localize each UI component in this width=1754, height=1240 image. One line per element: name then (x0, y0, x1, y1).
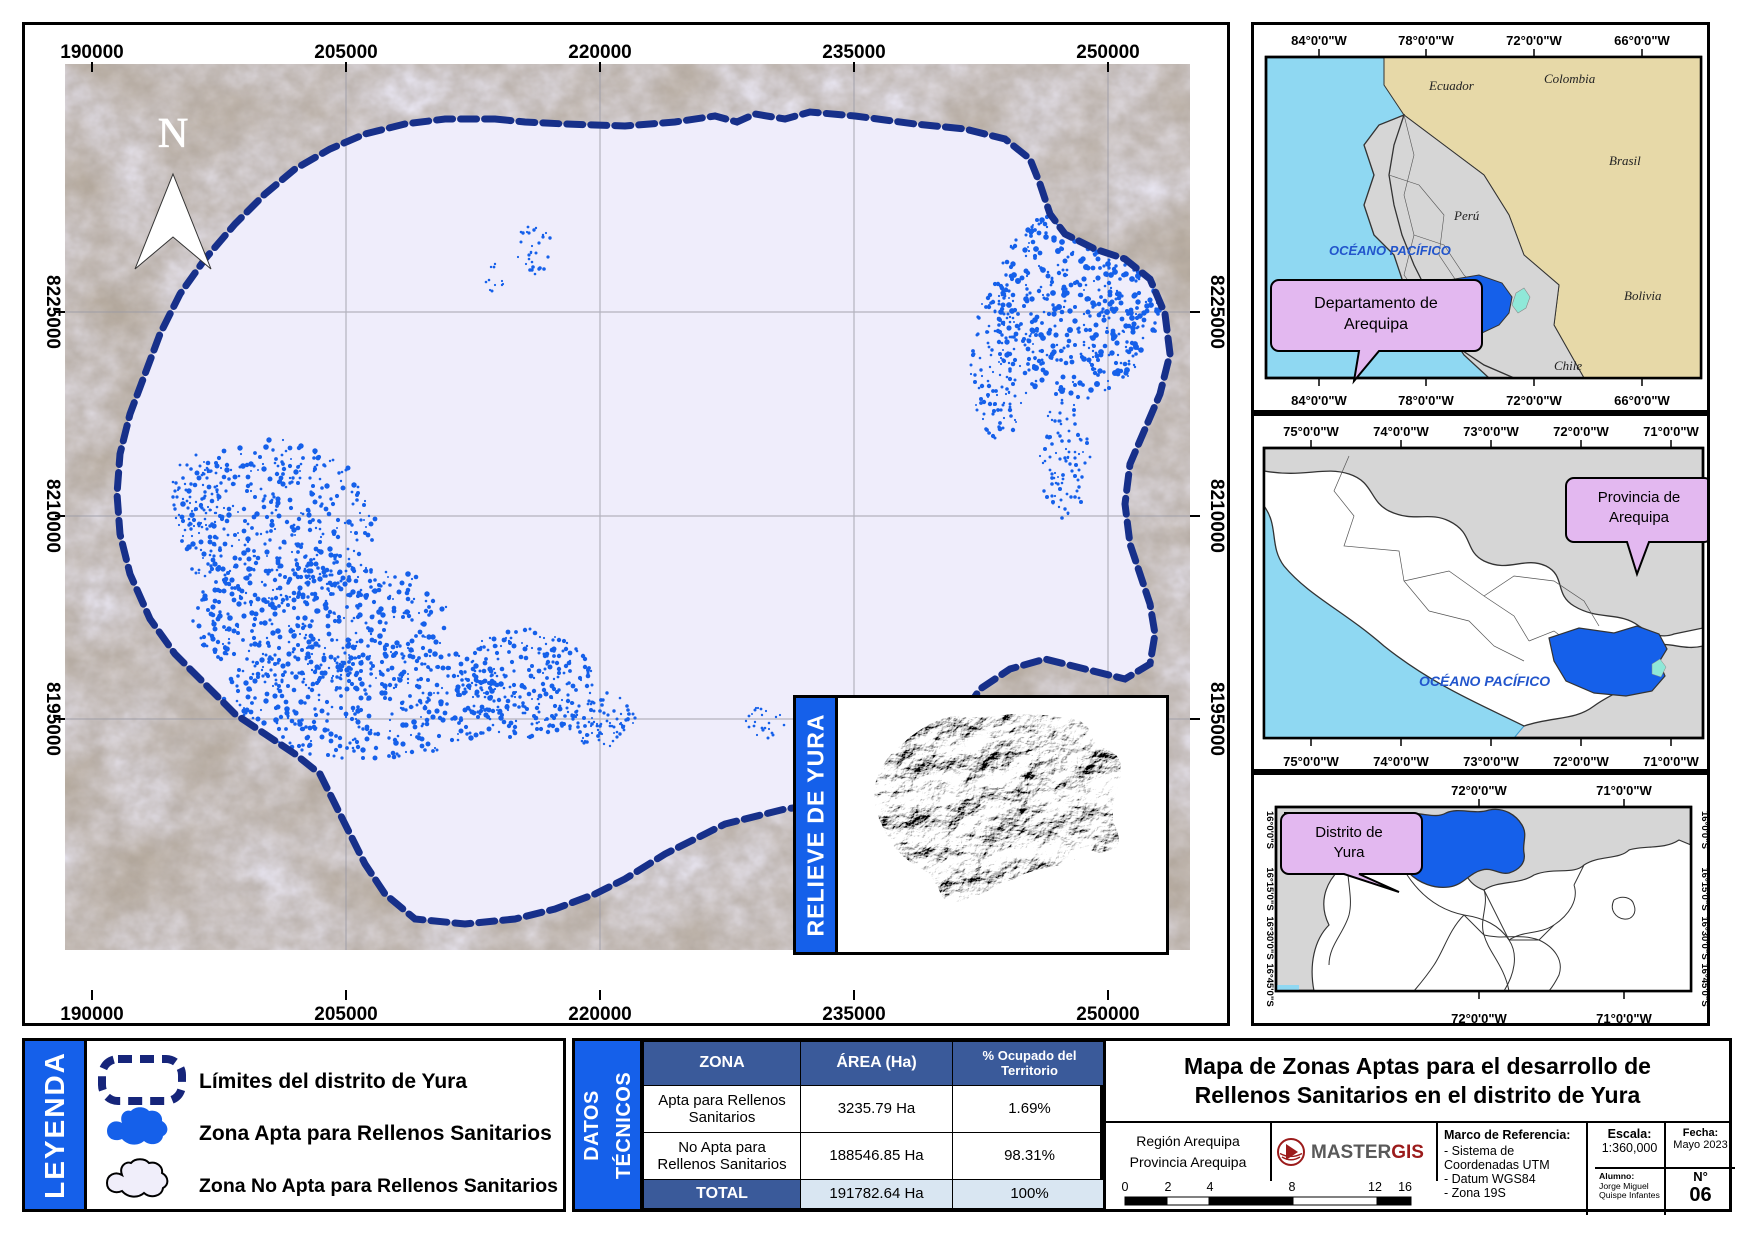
svg-text:16°45'0"S: 16°45'0"S (1699, 963, 1710, 1006)
svg-text:Yura: Yura (1334, 844, 1366, 861)
svg-text:250000: 250000 (1076, 42, 1139, 63)
svg-text:16°0'0"S: 16°0'0"S (1264, 811, 1275, 849)
svg-text:78°0'0"W: 78°0'0"W (1398, 393, 1454, 408)
svg-text:235000: 235000 (822, 1004, 885, 1025)
svg-text:74°0'0"W: 74°0'0"W (1373, 424, 1429, 439)
svg-text:16°30'0"S: 16°30'0"S (1264, 916, 1275, 959)
svg-text:12: 12 (1368, 1181, 1382, 1194)
svg-text:190000: 190000 (60, 1004, 123, 1025)
svg-text:Bolivia: Bolivia (1624, 288, 1662, 303)
svg-text:220000: 220000 (568, 42, 631, 63)
svg-text:75°0'0"W: 75°0'0"W (1283, 754, 1339, 769)
svg-text:78°0'0"W: 78°0'0"W (1398, 33, 1454, 48)
svg-text:Arequipa: Arequipa (1609, 509, 1670, 526)
svg-text:2: 2 (1165, 1181, 1172, 1194)
svg-text:Zona No Apta para Rellenos San: Zona No Apta para Rellenos Sanitarios (199, 1175, 558, 1197)
svg-text:71°0'0"W: 71°0'0"W (1596, 783, 1652, 798)
svg-text:8210000: 8210000 (1206, 479, 1227, 553)
svg-text:Zona Apta para Rellenos Sanita: Zona Apta para Rellenos Sanitarios (199, 1122, 552, 1145)
svg-text:72°0'0"W: 72°0'0"W (1451, 783, 1507, 798)
svg-text:8225000: 8225000 (42, 275, 63, 349)
svg-text:Arequipa: Arequipa (1344, 316, 1408, 333)
svg-text:84°0'0"W: 84°0'0"W (1291, 393, 1347, 408)
svg-text:8: 8 (1289, 1181, 1296, 1194)
svg-text:235000: 235000 (822, 42, 885, 63)
svg-text:84°0'0"W: 84°0'0"W (1291, 33, 1347, 48)
svg-text:Provincia de: Provincia de (1598, 489, 1681, 506)
svg-text:Colombia: Colombia (1544, 71, 1596, 86)
svg-text:205000: 205000 (314, 42, 377, 63)
svg-text:71°0'0"W: 71°0'0"W (1643, 424, 1699, 439)
svg-text:66°0'0"W: 66°0'0"W (1614, 33, 1670, 48)
svg-text:72°0'0"W: 72°0'0"W (1451, 1011, 1507, 1026)
svg-text:16°0'0"S: 16°0'0"S (1699, 811, 1710, 849)
svg-text:N: N (158, 111, 188, 157)
svg-text:Departamento de: Departamento de (1314, 295, 1438, 312)
svg-text:Límites del distrito de Yura: Límites del distrito de Yura (199, 1070, 467, 1093)
svg-text:72°0'0"W: 72°0'0"W (1553, 754, 1609, 769)
svg-text:205000: 205000 (314, 1004, 377, 1025)
svg-text:16°15'0"S: 16°15'0"S (1699, 867, 1710, 910)
svg-text:72°0'0"W: 72°0'0"W (1506, 393, 1562, 408)
svg-text:72°0'0"W: 72°0'0"W (1506, 33, 1562, 48)
svg-text:OCÉANO PACÍFICO: OCÉANO PACÍFICO (1329, 243, 1451, 258)
svg-text:Distrito de: Distrito de (1315, 824, 1383, 841)
svg-text:0: 0 (1122, 1181, 1129, 1194)
svg-text:73°0'0"W: 73°0'0"W (1463, 424, 1519, 439)
svg-text:8225000: 8225000 (1206, 275, 1227, 349)
svg-text:Brasil: Brasil (1609, 153, 1641, 168)
svg-text:8195000: 8195000 (1206, 682, 1227, 756)
svg-text:16°30'0"S: 16°30'0"S (1699, 916, 1710, 959)
svg-text:71°0'0"W: 71°0'0"W (1596, 1011, 1652, 1026)
svg-text:74°0'0"W: 74°0'0"W (1373, 754, 1429, 769)
svg-text:75°0'0"W: 75°0'0"W (1283, 424, 1339, 439)
svg-text:16°45'0"S: 16°45'0"S (1264, 963, 1275, 1006)
svg-text:250000: 250000 (1076, 1004, 1139, 1025)
svg-text:16: 16 (1398, 1181, 1412, 1194)
svg-text:4: 4 (1207, 1181, 1214, 1194)
svg-text:OCÉANO PACÍFICO: OCÉANO PACÍFICO (1419, 673, 1550, 689)
svg-text:72°0'0"W: 72°0'0"W (1553, 424, 1609, 439)
svg-text:71°0'0"W: 71°0'0"W (1643, 754, 1699, 769)
svg-text:Ecuador: Ecuador (1428, 78, 1475, 93)
svg-text:73°0'0"W: 73°0'0"W (1463, 754, 1519, 769)
svg-text:220000: 220000 (568, 1004, 631, 1025)
svg-text:66°0'0"W: 66°0'0"W (1614, 393, 1670, 408)
svg-text:Chile: Chile (1554, 358, 1582, 373)
svg-text:16°15'0"S: 16°15'0"S (1264, 867, 1275, 910)
svg-text:190000: 190000 (60, 42, 123, 63)
svg-text:Perú: Perú (1453, 208, 1480, 223)
svg-text:8195000: 8195000 (42, 682, 63, 756)
svg-text:MASTERGIS: MASTERGIS (1311, 1142, 1424, 1163)
svg-text:8210000: 8210000 (42, 479, 63, 553)
